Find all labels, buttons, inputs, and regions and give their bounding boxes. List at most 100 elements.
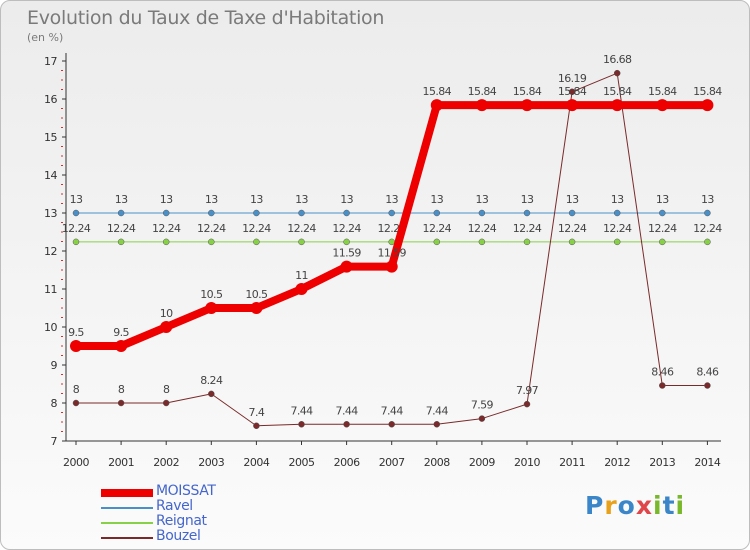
data-point [568,209,576,217]
data-point [343,209,350,217]
data-point [613,209,621,217]
data-label: 12.24 [603,222,632,235]
x-tick-label: 2007 [379,456,405,469]
data-label: 12.24 [62,222,91,235]
x-tick-label: 2000 [63,456,89,469]
data-label: 11.59 [332,247,361,260]
data-label: 12.24 [693,222,722,235]
legend-swatch [101,522,153,524]
data-point [388,421,395,428]
data-point [388,209,395,217]
data-point [704,209,711,217]
data-label: 13 [430,193,443,206]
x-tick-label: 2001 [108,456,134,469]
data-label: 12.24 [152,222,181,235]
chart-subtitle: (en %) [27,31,64,44]
data-label: 8 [163,383,170,396]
data-point [253,209,260,217]
data-label: 12.24 [513,222,542,235]
data-label: 8.46 [651,366,674,379]
data-label: 16.19 [558,72,587,85]
data-label: 7.44 [426,404,449,417]
y-tick-label: 13 [44,207,57,220]
data-point [295,283,308,295]
data-label: 10 [160,307,173,320]
data-label: 12.24 [287,222,316,235]
proxiti-logo: Proxiti [585,491,685,520]
y-tick-label: 12 [44,245,57,258]
data-point [162,238,170,246]
y-tick-label: 17 [44,55,57,68]
data-label: 15.84 [648,85,677,98]
legend-swatch [101,489,153,497]
y-tick-label: 14 [44,169,57,182]
data-label: 12.24 [197,222,226,235]
y-tick-label: 8 [51,397,58,410]
x-tick-label: 2013 [649,456,675,469]
legend-label: MOISSAT [156,483,216,499]
data-point [340,260,353,273]
data-point [208,209,215,217]
data-label: 13 [340,193,353,206]
data-point [385,260,398,273]
x-tick-label: 2006 [334,456,360,469]
data-point [343,421,350,428]
x-tick-label: 2002 [153,456,179,469]
data-point [568,88,576,96]
data-point [613,238,621,246]
data-label: 12.24 [242,222,271,235]
data-label: 10.5 [245,288,268,301]
data-label: 15.84 [468,85,497,98]
data-label: 11 [295,269,308,282]
data-label: 15.84 [693,85,722,98]
data-label: 7.59 [471,399,494,412]
data-label: 13 [521,193,534,206]
y-tick-label: 15 [44,131,57,144]
data-point [659,382,666,389]
data-label: 10.5 [200,288,223,301]
data-point [430,99,443,112]
data-point [162,399,170,407]
data-point [208,238,215,246]
data-point [433,238,441,246]
data-point [523,238,531,246]
data-point [160,321,173,333]
data-point [478,415,486,422]
x-tick-label: 2014 [694,456,720,469]
data-label: 7.44 [336,404,359,417]
logo-letter: x [635,491,653,520]
x-tick-label: 2005 [289,456,315,469]
data-point [523,209,531,217]
legend-swatch [101,537,153,539]
data-label: 9.5 [68,326,84,339]
data-label: 15.84 [558,85,587,98]
data-point [656,99,669,112]
data-label: 13 [250,193,263,206]
data-label: 16.68 [603,53,632,66]
data-label: 13 [475,193,488,206]
data-point [611,99,624,112]
data-point [253,422,260,430]
data-label: 15.84 [513,85,542,98]
data-point [253,238,260,246]
data-label: 13 [385,193,398,206]
data-label: 12.24 [648,222,677,235]
y-tick-label: 7 [51,435,58,448]
data-point [298,209,305,217]
data-point [478,238,486,246]
data-label: 13 [611,193,624,206]
data-point [250,302,263,314]
data-label: 13 [656,193,669,206]
data-label: 15.84 [603,85,632,98]
data-label: 9.5 [113,326,129,339]
x-tick-label: 2004 [243,456,269,469]
data-point [162,209,170,217]
y-tick-label: 11 [44,283,57,296]
data-label: 8 [73,383,80,396]
logo-letter: r [604,491,618,520]
data-point [701,99,714,112]
data-label: 8.46 [696,366,719,379]
logo-letter: i [653,491,663,520]
data-point [433,209,441,217]
